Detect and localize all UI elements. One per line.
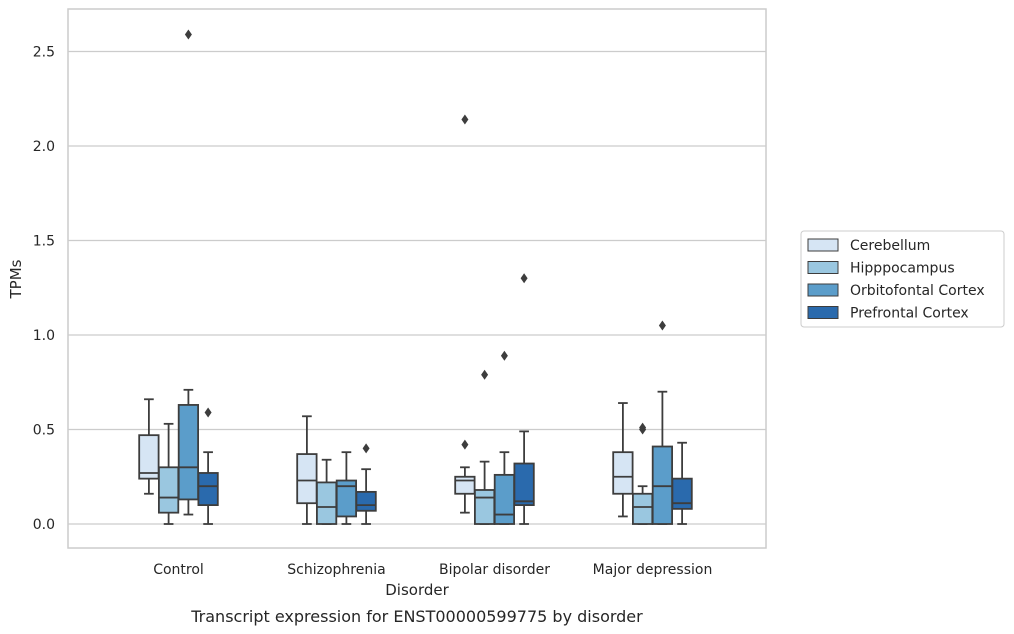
legend-label: Prefrontal Cortex (850, 306, 969, 322)
outlier-point (639, 422, 647, 433)
legend-label: Cerebellum (850, 238, 930, 254)
box-group (296, 415, 318, 525)
x-axis-label: Disorder (385, 581, 449, 599)
legend-swatch (807, 283, 839, 297)
x-axis-ticks: Control Schizophrenia Bipolar disorder Majo… (153, 562, 712, 578)
y-tick-label: 2.5 (33, 45, 55, 61)
box (612, 451, 634, 495)
y-tick-label: 1.0 (33, 328, 55, 344)
outlier-point (461, 439, 469, 450)
box (454, 475, 476, 495)
x-tick-label: Major depression (593, 562, 713, 578)
x-tick-label: Schizophrenia (287, 562, 385, 578)
box-group (473, 369, 496, 525)
y-axis-label: TPMs (7, 259, 25, 299)
box-group (513, 273, 535, 525)
box (493, 473, 516, 525)
box (177, 404, 199, 501)
box (315, 481, 338, 525)
outlier-point (658, 320, 666, 331)
box-plot-area (138, 29, 693, 525)
outlier-point (520, 273, 528, 284)
outlier-point (461, 114, 469, 125)
box-group (157, 422, 180, 525)
box (138, 434, 160, 480)
legend-label: Orbitofontal Cortex (850, 283, 985, 299)
outlier-point (204, 407, 212, 418)
box-group (651, 320, 674, 525)
y-tick-label: 0.5 (33, 423, 55, 439)
box-group (612, 402, 634, 518)
legend-frame (800, 230, 1005, 328)
x-tick-label: Bipolar disorder (439, 562, 550, 578)
legend-swatch (807, 238, 839, 252)
box (197, 472, 219, 507)
outlier-point (184, 29, 192, 40)
box-group (315, 458, 338, 525)
outlier-point (362, 443, 370, 454)
chart-caption: Transcript expression for ENST0000059977… (190, 607, 643, 626)
y-axis-ticks: 0.0 0.5 1.0 1.5 2.0 2.5 (33, 45, 55, 534)
outlier-point (500, 350, 508, 361)
box-group (335, 451, 358, 525)
box (473, 489, 496, 525)
legend-swatch (807, 261, 839, 274)
plot-frame (67, 8, 767, 549)
box (296, 453, 318, 505)
box-group (493, 350, 516, 525)
box-group (671, 441, 693, 525)
box (157, 466, 180, 514)
legend-swatch (807, 306, 839, 319)
y-tick-label: 0.0 (33, 517, 55, 533)
box-group (197, 407, 219, 525)
box (632, 492, 654, 525)
box-group (632, 422, 654, 525)
legend: Cerebellum Hipppocampus Orbitofontal Corte… (800, 230, 1005, 328)
box-group (454, 114, 476, 514)
box (355, 490, 377, 512)
box-group (177, 29, 199, 516)
box (671, 477, 693, 510)
box-group (355, 443, 377, 525)
legend-label: Hipppocampus (850, 261, 955, 277)
y-tick-label: 2.0 (33, 139, 55, 155)
x-tick-label: Control (153, 562, 204, 578)
outlier-point (481, 369, 489, 380)
box (513, 462, 535, 506)
box-group (138, 398, 160, 495)
box (651, 445, 674, 525)
y-tick-label: 1.5 (33, 234, 55, 250)
